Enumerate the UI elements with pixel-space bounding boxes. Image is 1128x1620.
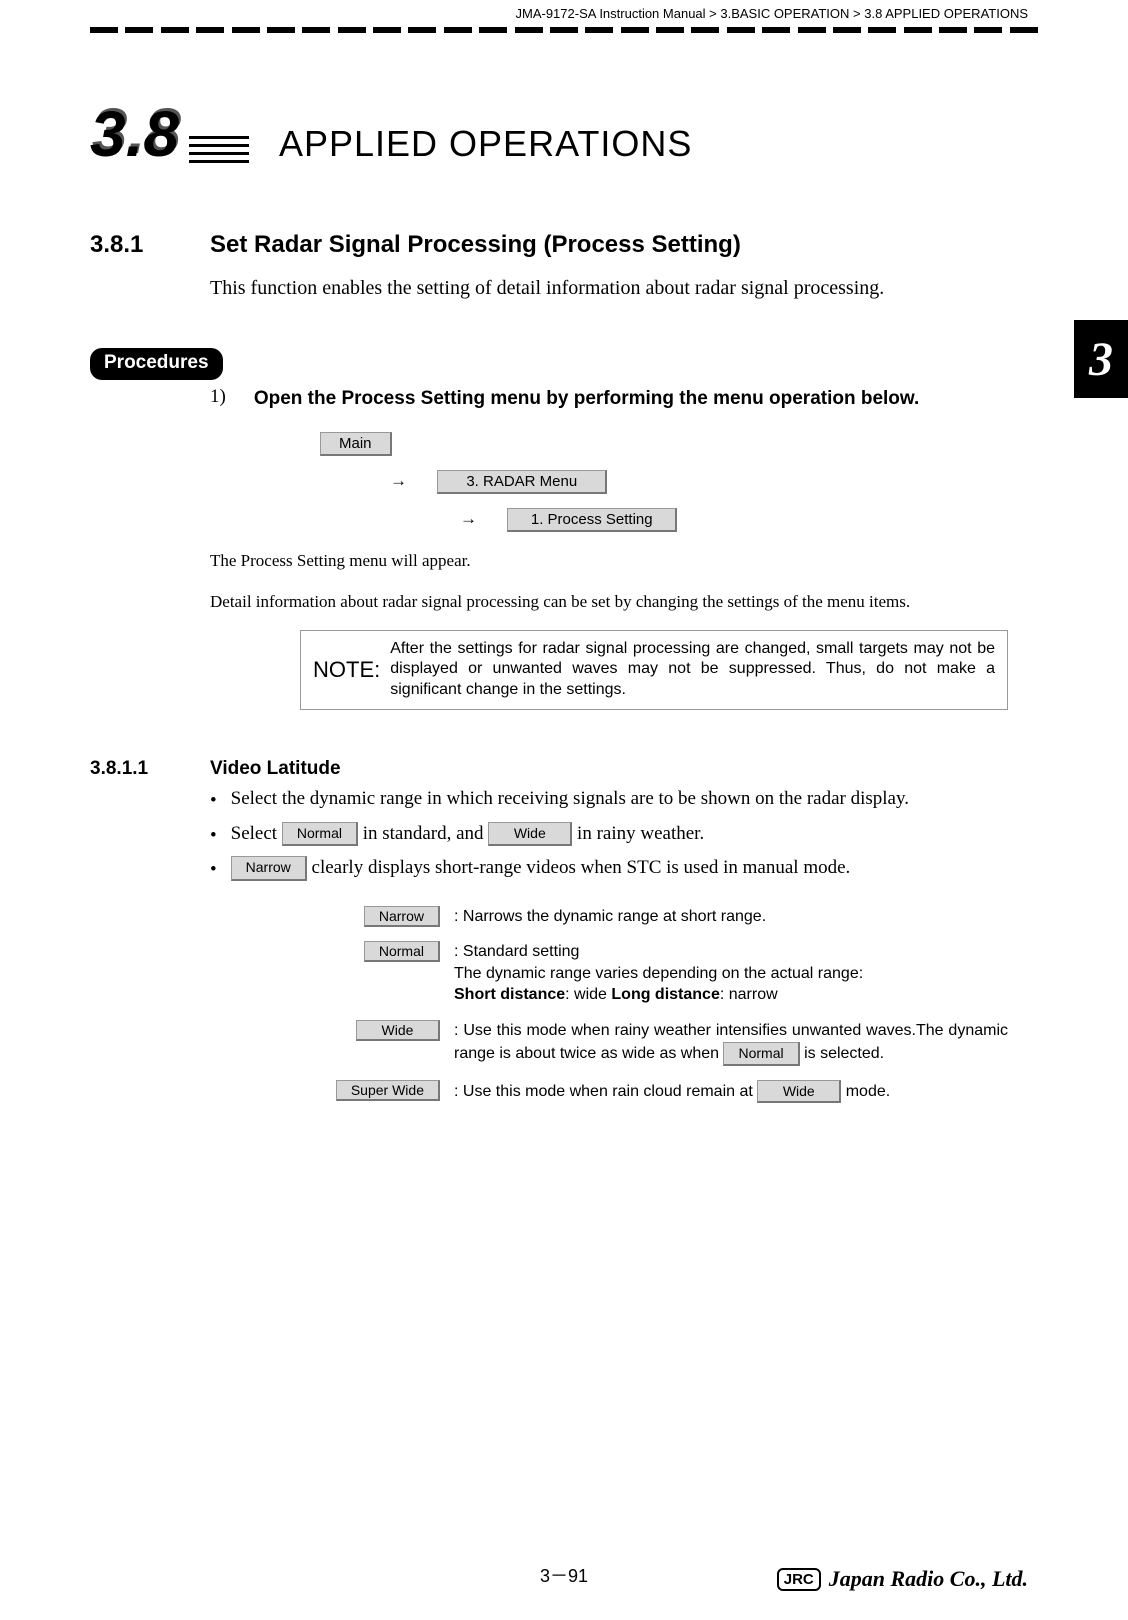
intro-paragraph: This function enables the setting of det… [210,275,1008,302]
company-name: Japan Radio Co., Ltd. [829,1566,1028,1592]
company-logo: JRC Japan Radio Co., Ltd. [777,1566,1028,1592]
subsubsection-title: Video Latitude [210,758,341,780]
normal-button: Normal [282,822,358,847]
narrow-option-button: Narrow [364,906,440,927]
normal-inline-button: Normal [723,1042,799,1066]
menu-navigation: Main → 3. RADAR Menu → 1. Process Settin… [320,432,1038,532]
subsection-title: Set Radar Signal Processing (Process Set… [210,231,741,259]
section-title: APPLIED OPERATIONS [279,123,692,165]
normal-description: : Standard setting The dynamic range var… [454,941,1008,1006]
menu-main-button: Main [320,432,392,456]
breadcrumb: JMA-9172-SA Instruction Manual > 3.BASIC… [90,0,1038,21]
superwide-description: : Use this mode when rain cloud remain a… [454,1080,1008,1104]
note-text: After the settings for radar signal proc… [390,639,995,701]
narrow-description: : Narrows the dynamic range at short ran… [454,906,1008,928]
result-text-1: The Process Setting menu will appear. [210,550,1008,573]
wide-option-button: Wide [356,1020,440,1041]
bullet-icon: • [210,855,217,884]
narrow-button: Narrow [231,856,307,881]
subsection-number: 3.8.1 [90,231,170,259]
arrow-icon: → [390,471,407,490]
step-instruction: Open the Process Setting menu by perform… [254,386,919,412]
procedures-badge: Procedures [90,348,223,380]
normal-option-button: Normal [364,941,440,962]
step-number: 1) [210,386,226,412]
bullet-icon: • [210,786,217,815]
subsubsection-number: 3.8.1.1 [90,758,170,780]
options-table: Narrow : Narrows the dynamic range at sh… [330,906,1008,1104]
bullet-text-2: Select Normal in standard, and Wide in r… [231,821,705,850]
menu-process-button: 1. Process Setting [507,508,677,532]
note-box: NOTE: After the settings for radar signa… [300,630,1008,710]
section-number: 3.8 3.8 [90,97,249,171]
wide-inline-button: Wide [757,1080,841,1104]
menu-radar-button: 3. RADAR Menu [437,470,607,494]
chapter-tab: 3 [1074,320,1128,398]
result-text-2: Detail information about radar signal pr… [210,591,1008,614]
note-label: NOTE: [313,657,390,683]
arrow-icon: → [460,509,477,528]
bullet-icon: • [210,821,217,850]
jrc-badge: JRC [777,1568,821,1591]
page-number: 3－91 [540,1566,588,1586]
dashed-divider [90,27,1038,37]
bullet-text-1: Select the dynamic range in which receiv… [231,786,909,815]
wide-description: : Use this mode when rainy weather inten… [454,1020,1008,1065]
superwide-option-button: Super Wide [336,1080,440,1101]
bullet-text-3: Narrow clearly displays short-range vide… [231,855,851,884]
wide-button: Wide [488,822,572,847]
